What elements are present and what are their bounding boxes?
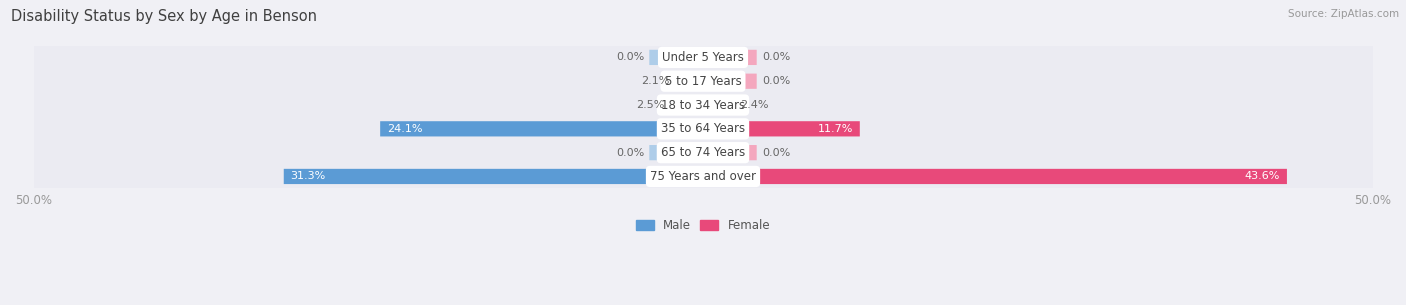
Text: 0.0%: 0.0%	[762, 76, 790, 86]
FancyBboxPatch shape	[675, 74, 703, 89]
FancyBboxPatch shape	[31, 68, 1375, 95]
Text: 2.1%: 2.1%	[641, 76, 669, 86]
Text: Disability Status by Sex by Age in Benson: Disability Status by Sex by Age in Benso…	[11, 9, 318, 24]
Text: Source: ZipAtlas.com: Source: ZipAtlas.com	[1288, 9, 1399, 19]
FancyBboxPatch shape	[284, 169, 703, 184]
Text: 0.0%: 0.0%	[762, 52, 790, 63]
Legend: Male, Female: Male, Female	[631, 214, 775, 237]
Text: Under 5 Years: Under 5 Years	[662, 51, 744, 64]
FancyBboxPatch shape	[380, 121, 703, 136]
Text: 35 to 64 Years: 35 to 64 Years	[661, 122, 745, 135]
FancyBboxPatch shape	[703, 74, 756, 89]
Text: 24.1%: 24.1%	[387, 124, 422, 134]
Text: 43.6%: 43.6%	[1244, 171, 1279, 181]
FancyBboxPatch shape	[703, 121, 860, 136]
FancyBboxPatch shape	[650, 50, 703, 65]
FancyBboxPatch shape	[31, 163, 1375, 190]
FancyBboxPatch shape	[669, 97, 703, 113]
Text: 0.0%: 0.0%	[616, 148, 644, 158]
FancyBboxPatch shape	[703, 169, 1286, 184]
Text: 0.0%: 0.0%	[762, 148, 790, 158]
Text: 31.3%: 31.3%	[291, 171, 326, 181]
FancyBboxPatch shape	[703, 145, 756, 160]
FancyBboxPatch shape	[703, 97, 735, 113]
Text: 18 to 34 Years: 18 to 34 Years	[661, 99, 745, 112]
Text: 2.5%: 2.5%	[636, 100, 664, 110]
FancyBboxPatch shape	[31, 139, 1375, 166]
FancyBboxPatch shape	[31, 92, 1375, 118]
FancyBboxPatch shape	[650, 145, 703, 160]
Text: 5 to 17 Years: 5 to 17 Years	[665, 75, 741, 88]
FancyBboxPatch shape	[703, 50, 756, 65]
FancyBboxPatch shape	[31, 116, 1375, 142]
Text: 11.7%: 11.7%	[818, 124, 853, 134]
Text: 2.4%: 2.4%	[741, 100, 769, 110]
Text: 65 to 74 Years: 65 to 74 Years	[661, 146, 745, 159]
Text: 0.0%: 0.0%	[616, 52, 644, 63]
FancyBboxPatch shape	[31, 44, 1375, 71]
Text: 75 Years and over: 75 Years and over	[650, 170, 756, 183]
